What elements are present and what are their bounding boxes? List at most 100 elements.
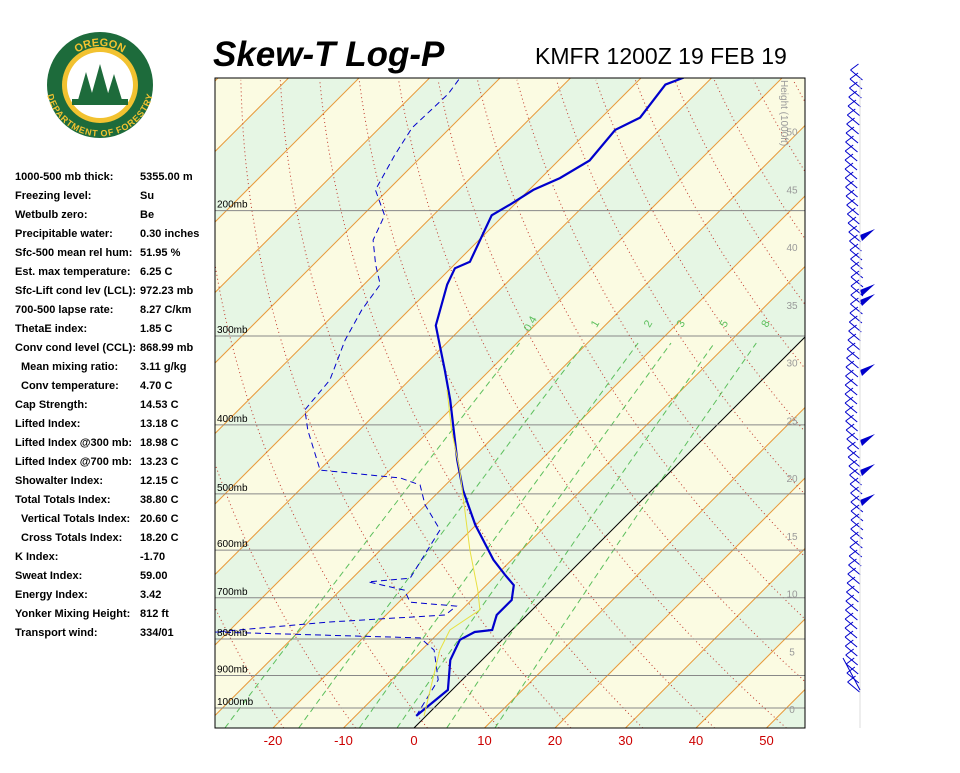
chart-title: Skew-T Log-P	[213, 35, 445, 74]
barb-flag	[860, 229, 875, 241]
barb-staff	[849, 97, 861, 107]
barb-tick	[849, 325, 857, 331]
index-value: 51.95 %	[140, 247, 181, 259]
barb-staff	[848, 574, 860, 584]
index-label: Cap Strength:	[15, 399, 88, 411]
barb-staff	[848, 340, 860, 350]
index-value: 12.15 C	[140, 475, 179, 487]
index-label: Sweat Index:	[15, 570, 82, 582]
y-tick-label: 600mb	[217, 539, 248, 550]
x-tick-label: -20	[264, 733, 283, 748]
index-value: 8.27 C/km	[140, 304, 192, 316]
dry-adiabat	[951, 80, 960, 728]
barb-staff	[850, 538, 862, 548]
barb-tick	[847, 118, 855, 124]
y-tick-label: 200mb	[217, 200, 248, 211]
index-value: -1.70	[140, 551, 165, 563]
x-tick-label: -30	[193, 733, 212, 748]
barb-tick	[847, 352, 855, 358]
barb-staff	[846, 133, 858, 143]
x-tick-label: -10	[334, 733, 353, 748]
barb-staff	[849, 556, 861, 566]
dry-adiabat	[833, 80, 960, 728]
index-label: Wetbulb zero:	[15, 209, 88, 221]
barb-staff	[848, 106, 860, 116]
y-tick-label: 900mb	[217, 664, 248, 675]
dry-adiabat	[911, 80, 960, 728]
index-label: ThetaE index:	[15, 323, 87, 335]
index-value: 20.60 C	[140, 513, 179, 525]
x-tick-label: 20	[548, 733, 562, 748]
index-value: 972.23 mb	[140, 285, 193, 297]
index-value: 14.53 C	[140, 399, 179, 411]
barb-tick	[850, 532, 858, 538]
index-label: Freezing level:	[15, 190, 91, 202]
barb-tick	[847, 343, 855, 349]
index-value: 18.98 C	[140, 437, 179, 449]
y-tick-label: 800mb	[217, 628, 248, 639]
index-label: K Index:	[15, 551, 58, 563]
index-value: Su	[140, 190, 154, 202]
index-value: 18.20 C	[140, 532, 179, 544]
index-value: 3.42	[140, 589, 161, 601]
barb-tick	[849, 316, 857, 322]
index-value: 812 ft	[140, 608, 169, 620]
height-tick-label: 35	[786, 301, 798, 312]
index-label: Mean mixing ratio:	[21, 361, 118, 373]
barb-staff	[847, 124, 859, 134]
index-label: Showalter Index:	[15, 475, 103, 487]
barb-staff	[847, 358, 859, 368]
index-label: 1000-500 mb thick:	[15, 171, 113, 183]
x-tick-label: 40	[689, 733, 703, 748]
barb-tick	[845, 370, 853, 376]
index-label: Cross Totals Index:	[21, 532, 122, 544]
wind-barbs	[843, 64, 875, 728]
index-label: Transport wind:	[15, 627, 98, 639]
index-label: Energy Index:	[15, 589, 88, 601]
index-value: 868.99 mb	[140, 342, 193, 354]
index-label: Yonker Mixing Height:	[15, 608, 130, 620]
barb-flag	[860, 364, 875, 376]
index-value: 6.25 C	[140, 266, 172, 278]
index-label: Sfc-500 mean rel hum:	[15, 247, 132, 259]
barb-tick	[846, 595, 854, 601]
barb-staff	[845, 376, 857, 386]
index-label: Lifted Index @300 mb:	[15, 437, 132, 449]
logo: OREGON DEPARTMENT OF FORESTRY	[45, 32, 155, 139]
index-label: 700-500 lapse rate:	[15, 304, 113, 316]
index-value: 334/01	[140, 627, 174, 639]
height-tick-label: 5	[789, 647, 795, 658]
barb-staff	[846, 367, 858, 377]
height-axis-label: Height (1000ft)	[778, 80, 789, 146]
index-label: Est. max temperature:	[15, 266, 131, 278]
barb-tick	[850, 64, 858, 70]
x-tick-label: 10	[477, 733, 491, 748]
barb-staff	[848, 682, 860, 692]
index-label: Total Totals Index:	[15, 494, 111, 506]
index-value: 0.30 inches	[140, 228, 199, 240]
barb-tick	[846, 136, 854, 142]
index-value: 13.23 C	[140, 456, 179, 468]
index-value: 1.85 C	[140, 323, 172, 335]
index-label: Lifted Index @700 mb:	[15, 456, 132, 468]
barb-staff	[848, 565, 860, 575]
height-tick-label: 40	[786, 243, 798, 254]
barb-staff	[850, 304, 862, 314]
barb-tick	[848, 568, 856, 574]
height-tick-label: 20	[786, 474, 798, 485]
barb-staff	[845, 151, 857, 161]
barb-tick	[846, 586, 854, 592]
index-label: Vertical Totals Index:	[21, 513, 130, 525]
x-tick-label: 0	[410, 733, 417, 748]
barb-tick	[846, 361, 854, 367]
barb-flag	[860, 434, 875, 446]
dry-adiabat	[793, 80, 960, 728]
chart-subtitle: KMFR 1200Z 19 FEB 19	[535, 43, 787, 69]
index-value: 38.80 C	[140, 494, 179, 506]
barb-tick	[847, 577, 855, 583]
barb-staff	[849, 331, 861, 341]
index-label: Conv temperature:	[21, 380, 119, 392]
barb-tick	[850, 73, 858, 79]
